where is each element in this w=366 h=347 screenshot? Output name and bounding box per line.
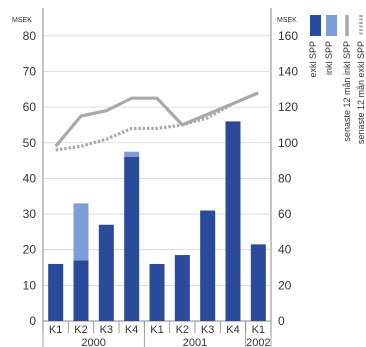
line-12m-inkl-spp bbox=[54, 91, 259, 148]
year-label: 2001 bbox=[183, 337, 207, 347]
category-label: K3 bbox=[100, 324, 113, 336]
right-axis-tick-label: 0 bbox=[278, 314, 285, 328]
bar-exkl-spp bbox=[200, 210, 216, 321]
right-axis-tick-label: 40 bbox=[278, 243, 292, 257]
left-axis-tick-label: 60 bbox=[23, 100, 37, 114]
category-label: K2 bbox=[176, 324, 189, 336]
category-label: K1 bbox=[150, 324, 163, 336]
bar-inkl-spp bbox=[124, 151, 140, 158]
category-label: K4 bbox=[226, 324, 239, 336]
category-label: K1 bbox=[49, 324, 62, 336]
legend-label: senaste 12 mån inkl SPP bbox=[342, 41, 352, 142]
left-axis-tick-label: 70 bbox=[23, 64, 37, 78]
right-axis-tick-label: 120 bbox=[278, 100, 298, 114]
legend-label: senaste 12 mån exkl SPP bbox=[356, 41, 366, 144]
bar-exkl-spp bbox=[124, 157, 140, 321]
left-axis-tick-label: 20 bbox=[23, 243, 37, 257]
bar-exkl-spp bbox=[48, 263, 64, 321]
bar-inkl-spp bbox=[73, 203, 89, 261]
bar-exkl-spp bbox=[225, 121, 241, 322]
left-axis-tick-label: 0 bbox=[29, 314, 36, 328]
category-label: K2 bbox=[74, 324, 87, 336]
year-label: 2000 bbox=[81, 337, 105, 347]
right-axis-tick-label: 80 bbox=[278, 171, 292, 185]
left-axis-tick-label: 80 bbox=[23, 29, 37, 43]
left-axis-tick-label: 10 bbox=[23, 278, 37, 292]
right-axis-tick-label: 60 bbox=[278, 207, 292, 221]
category-label: K3 bbox=[201, 324, 214, 336]
legend-label: exkl SPP bbox=[308, 41, 318, 78]
bar-exkl-spp bbox=[73, 260, 89, 321]
category-label: K1 bbox=[252, 324, 265, 336]
right-axis-tick-label: 160 bbox=[278, 29, 298, 43]
right-axis-tick-label: 100 bbox=[278, 136, 298, 150]
bar-exkl-spp bbox=[149, 263, 165, 321]
left-axis-tick-label: 40 bbox=[23, 171, 37, 185]
left-axis-tick-label: 50 bbox=[23, 136, 37, 150]
right-axis-tick-label: 140 bbox=[278, 64, 298, 78]
legend-swatch bbox=[326, 15, 337, 36]
bar-exkl-spp bbox=[250, 244, 266, 321]
left-axis-tick-label: 30 bbox=[23, 207, 37, 221]
right-axis-unit: MSEK bbox=[277, 17, 297, 24]
category-label: K4 bbox=[125, 324, 138, 336]
left-axis-unit: MSEK bbox=[12, 17, 32, 24]
legend-label: inkl SPP bbox=[324, 41, 334, 75]
bar-exkl-spp bbox=[174, 255, 190, 321]
year-label: 2002 bbox=[246, 337, 270, 347]
bar-exkl-spp bbox=[98, 224, 114, 321]
line-12m-exkl-spp bbox=[55, 91, 259, 152]
right-axis-tick-label: 20 bbox=[278, 278, 292, 292]
legend-swatch bbox=[310, 15, 321, 36]
